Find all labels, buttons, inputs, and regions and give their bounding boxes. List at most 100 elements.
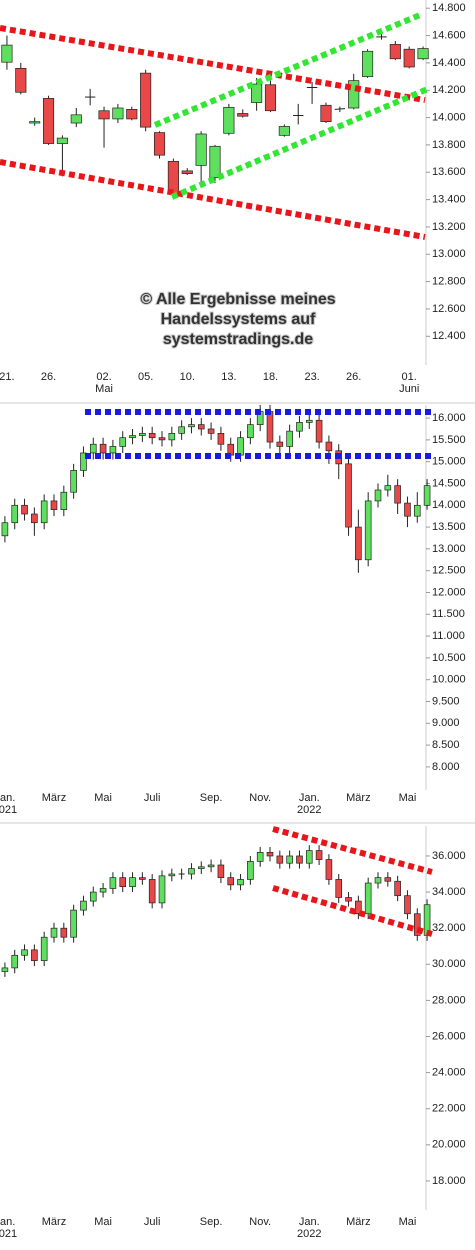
candle-body — [355, 526, 362, 561]
candle-body — [305, 850, 313, 864]
y-tick-label: 13.400 — [432, 193, 466, 205]
candle-body — [153, 132, 166, 156]
x-tick-label: März — [41, 1216, 67, 1228]
candle-body — [423, 485, 431, 506]
candle-body — [247, 861, 254, 880]
candle-body — [42, 98, 55, 144]
trend-line — [0, 25, 426, 103]
candle-body — [89, 443, 97, 454]
candle-body — [140, 72, 152, 128]
y-tick-label: 13.000 — [432, 543, 466, 555]
candle-body — [237, 437, 244, 456]
trend-lines — [0, 12, 433, 937]
y-tick-label: 9.000 — [432, 717, 460, 729]
candle-body — [355, 900, 362, 915]
x-tick-label: 02. Mai — [95, 371, 113, 395]
x-tick-label: März — [346, 1216, 371, 1228]
candle-body — [181, 170, 193, 174]
watermark: Handelssystems auf — [161, 311, 316, 328]
candle-body — [11, 504, 19, 524]
candle-body — [286, 430, 293, 447]
x-tick-label: Mai — [398, 792, 417, 804]
x-tick-label: Jan. 2021 — [0, 1216, 18, 1240]
candle-body — [1, 967, 9, 972]
candle-body — [237, 879, 244, 886]
candle-body — [50, 500, 58, 510]
candle-body — [320, 104, 332, 123]
candle-body — [1, 522, 9, 537]
x-tick-label: 10. — [179, 371, 195, 383]
candle-body — [305, 419, 313, 423]
y-tick-label: 12.400 — [432, 330, 466, 342]
y-tick-label: 20.000 — [432, 1139, 466, 1151]
candle-body — [167, 160, 179, 194]
candle-body — [119, 877, 127, 888]
candle-body — [394, 880, 401, 897]
y-tick-label: 11.000 — [432, 630, 465, 642]
y-tick-label: 14.800 — [432, 2, 466, 14]
candle-body — [207, 864, 215, 868]
candle-body — [40, 936, 48, 962]
candle-body — [404, 895, 411, 915]
candle-body — [129, 877, 136, 888]
candle-body — [364, 500, 372, 561]
candle-body — [31, 949, 38, 962]
candle-body — [223, 106, 235, 134]
x-tick-label: 13. — [221, 371, 237, 383]
candle-body — [197, 424, 205, 430]
y-tick-label: 16.000 — [432, 412, 466, 424]
y-tick-label: 11.500 — [432, 608, 465, 620]
candle-body — [207, 428, 215, 434]
candle-body — [70, 114, 82, 124]
candle-body — [29, 121, 41, 124]
candle-body — [158, 875, 166, 904]
y-tick-label: 12.000 — [432, 586, 466, 598]
candle-body — [40, 500, 48, 524]
y-tick-label: 14.600 — [432, 29, 466, 41]
y-tick-label: 28.000 — [432, 994, 466, 1006]
candle-body — [112, 107, 124, 120]
candle-body — [296, 855, 303, 864]
trend-line — [153, 12, 422, 128]
candle-body — [197, 866, 205, 869]
candle-body — [139, 432, 146, 436]
trend-line — [170, 85, 432, 200]
candle-body — [56, 137, 68, 144]
candle-body — [188, 868, 195, 875]
y-tick-label: 14.400 — [432, 57, 466, 69]
x-tick-label: Nov. — [249, 792, 272, 804]
x-tick-label: 05. — [137, 371, 154, 383]
x-tick-label: März — [346, 792, 371, 804]
candle-body — [403, 48, 415, 68]
candle-body — [99, 443, 107, 454]
y-tick-label: 12.600 — [432, 303, 466, 315]
candle-body — [315, 850, 323, 860]
candle-body — [345, 897, 352, 902]
y-tick-label: 13.200 — [432, 221, 466, 233]
candle-body — [70, 909, 77, 938]
x-tick-label: 26. — [346, 371, 362, 383]
candle-body — [188, 424, 195, 428]
x-tick-label: Mai — [94, 1216, 112, 1228]
candle-body — [266, 411, 274, 443]
candle-body — [129, 435, 136, 439]
watermark: systemstradings.de — [163, 331, 313, 348]
y-tick-label: 15.500 — [432, 434, 466, 446]
candle-body — [168, 432, 176, 441]
x-tick-label: Sep. — [199, 1216, 223, 1228]
candle-body — [148, 879, 156, 904]
candle-body — [334, 108, 346, 110]
candle-body — [15, 68, 27, 93]
y-tick-label: 18.000 — [432, 1175, 466, 1187]
candle-body — [60, 927, 68, 938]
y-tick-label: 9.500 — [432, 695, 460, 707]
y-tick-label: 12.800 — [432, 276, 466, 288]
y-tick-label: 26.000 — [432, 1030, 466, 1042]
candle-body — [325, 859, 333, 880]
x-tick-label: März — [41, 792, 67, 804]
candle-body — [209, 145, 221, 179]
y-tick-label: 14.000 — [432, 111, 466, 123]
candle-body — [168, 873, 176, 877]
